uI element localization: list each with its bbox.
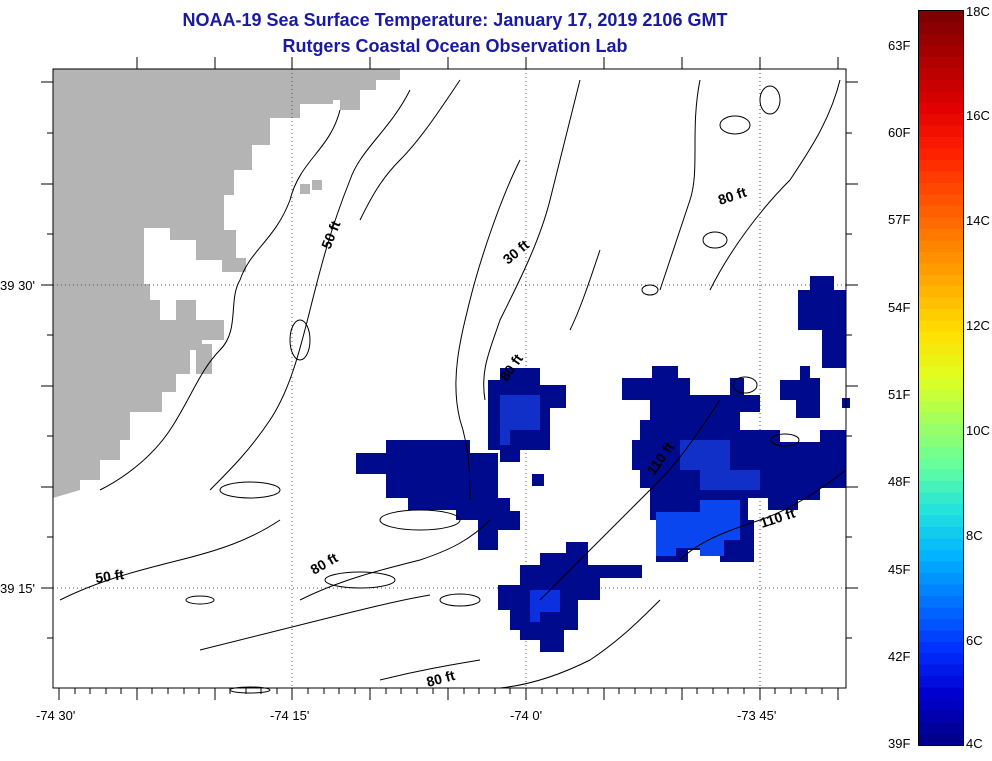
land-area [53, 69, 400, 498]
colorbar-f-label: 45F [888, 562, 911, 577]
axis-ticks [41, 57, 858, 700]
colorbar-f-label: 63F [888, 38, 911, 53]
map-subtitle: Rutgers Coastal Ocean Observation Lab [282, 36, 628, 56]
contour-label: 50 ft [94, 566, 125, 586]
bathymetry-contours [59, 79, 847, 694]
colorbar-c-label: 16C [966, 108, 990, 123]
colorbar-f-label: 60F [888, 125, 911, 140]
colorbar-c-label: 12C [966, 318, 990, 333]
colorbar-c-label: 18C [966, 4, 990, 19]
lon-label: -74 30' [36, 708, 75, 723]
sst-data-pixels [356, 276, 850, 652]
colorbar-f-label: 48F [888, 474, 911, 489]
colorbar-f-label: 39F [888, 736, 911, 751]
temperature-colorbar [918, 10, 964, 746]
colorbar-f-label: 54F [888, 300, 911, 315]
lon-label: -73 45' [737, 708, 776, 723]
graticule [53, 69, 846, 688]
colorbar-c-label: 14C [966, 213, 990, 228]
colorbar-f-label: 57F [888, 212, 911, 227]
colorbar-c-label: 4C [966, 736, 983, 751]
colorbar-f-label: 42F [888, 649, 911, 664]
contour-label: 80 ft [425, 667, 457, 690]
colorbar-f-label: 51F [888, 387, 911, 402]
lat-label: 39 30' [0, 278, 35, 293]
lon-label: -74 15' [270, 708, 309, 723]
map-title: NOAA-19 Sea Surface Temperature: January… [182, 10, 728, 30]
lon-label: -74 0' [510, 708, 542, 723]
colorbar-c-label: 6C [966, 633, 983, 648]
colorbar-c-label: 10C [966, 423, 990, 438]
colorbar-c-label: 8C [966, 528, 983, 543]
lat-label: 39 15' [0, 581, 35, 596]
map-border [52, 68, 847, 689]
